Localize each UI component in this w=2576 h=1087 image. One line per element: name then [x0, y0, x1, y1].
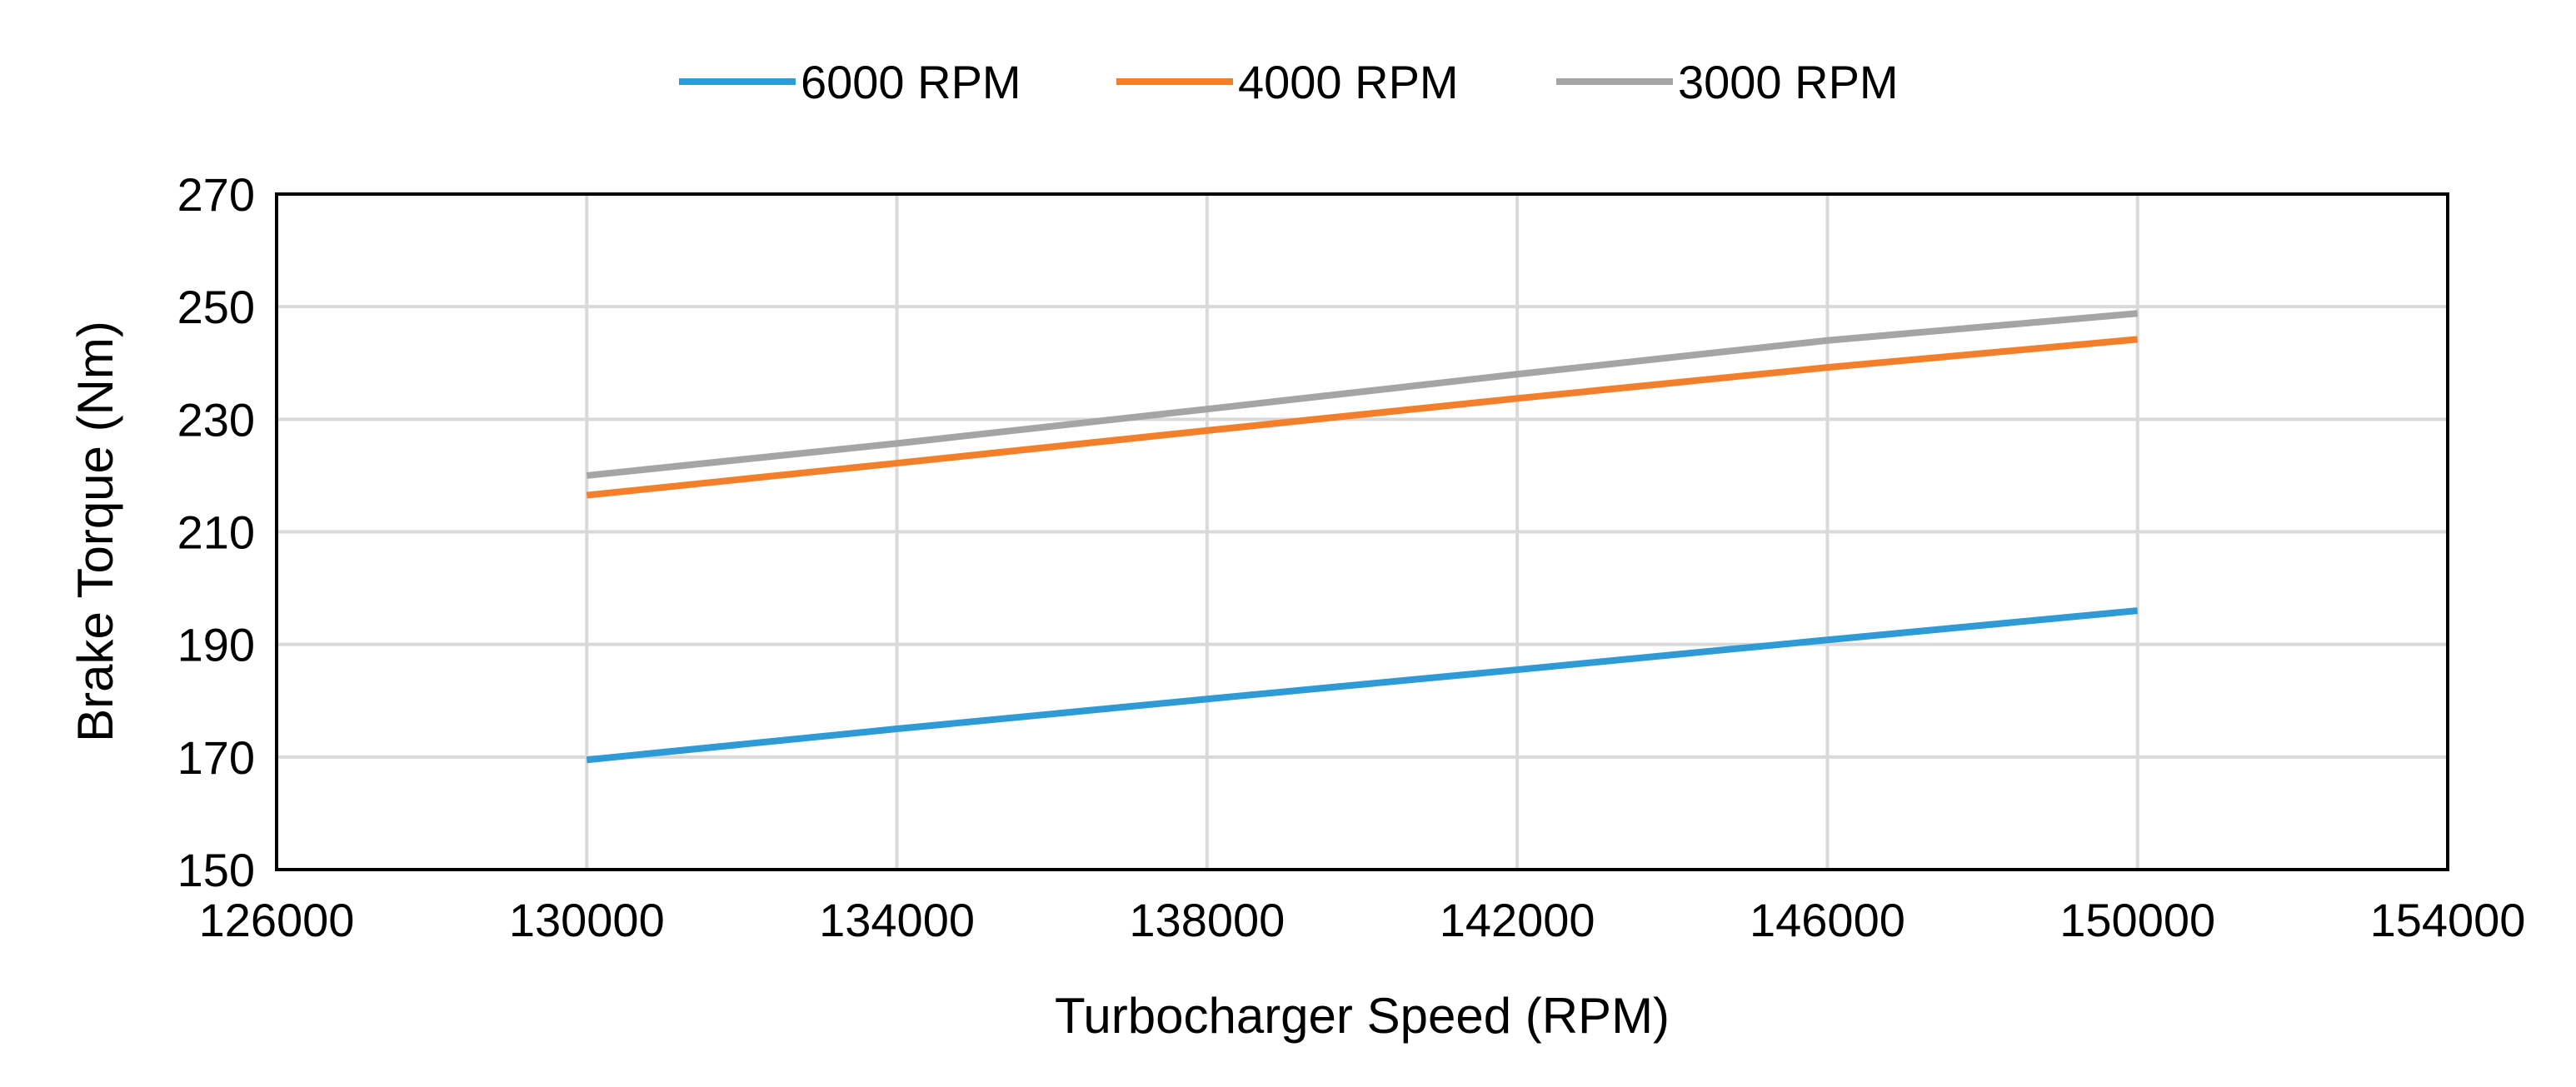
x-tick-label: 142000 [1440, 894, 1595, 946]
gridlines [275, 192, 2449, 871]
x-tick-label: 150000 [2059, 894, 2215, 946]
y-tick-label: 170 [177, 731, 255, 784]
y-axis-title: Brake Torque (Nm) [67, 321, 123, 742]
series-line-3000-rpm [586, 310, 2139, 479]
series-line-6000-rpm [586, 607, 2139, 764]
plot-area-frame [275, 192, 2449, 871]
x-tick-label: 146000 [1750, 894, 1905, 946]
y-tick-label: 250 [177, 281, 255, 333]
legend-label: 4000 RPM [1238, 56, 1459, 108]
x-axis-ticks: 126000 130000 134000 138000 142000 146000 1500… [199, 894, 2526, 946]
y-tick-label: 150 [177, 844, 255, 896]
series-line-4000-rpm [586, 336, 2139, 499]
series-lines [586, 310, 2139, 764]
y-tick-label: 190 [177, 619, 255, 671]
x-tick-label: 154000 [2370, 894, 2526, 946]
x-tick-label: 126000 [199, 894, 355, 946]
legend-label: 3000 RPM [1678, 56, 1899, 108]
x-tick-label: 130000 [509, 894, 665, 946]
x-tick-label: 134000 [819, 894, 975, 946]
legend-label: 6000 RPM [801, 56, 1021, 108]
y-axis-ticks: 150 170 190 210 230 250 270 [177, 168, 255, 896]
legend: 6000 RPM 4000 RPM 3000 RPM [679, 56, 1899, 108]
y-tick-label: 230 [177, 393, 255, 446]
y-tick-label: 270 [177, 168, 255, 221]
x-tick-label: 138000 [1129, 894, 1285, 946]
x-axis-title: Turbocharger Speed (RPM) [1055, 988, 1670, 1044]
y-tick-label: 210 [177, 506, 255, 559]
